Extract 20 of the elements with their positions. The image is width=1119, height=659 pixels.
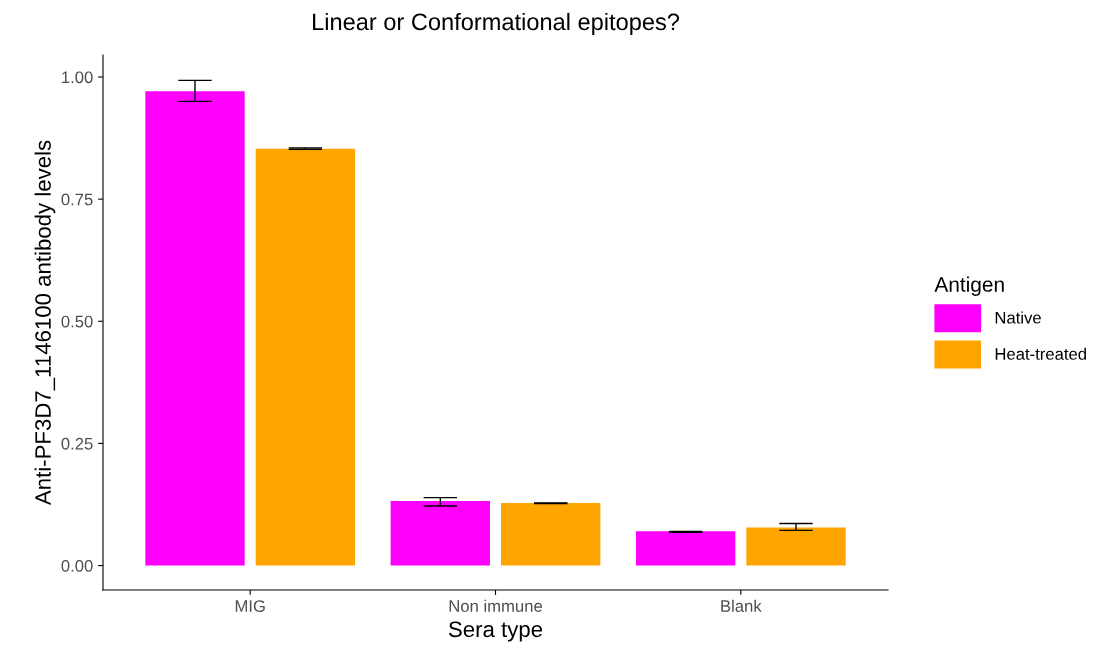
y-tick-label: 0.25	[61, 437, 93, 450]
legend-label: Heat-treated	[995, 347, 1086, 360]
bar	[390, 501, 490, 566]
y-tick-label: 0.75	[61, 193, 93, 206]
y-tick-label: 0.50	[61, 315, 93, 328]
bar	[255, 148, 356, 566]
bar	[746, 527, 846, 566]
bar	[635, 531, 736, 566]
x-axis-title: Sera type	[448, 621, 543, 642]
legend-title: Antigen	[934, 276, 1004, 296]
bar	[501, 503, 601, 566]
x-tick-label: Non immune	[449, 599, 542, 612]
bar	[145, 91, 245, 566]
legend-label: Native	[995, 311, 1041, 324]
y-axis-title: Anti-PF3D7_1146100 antibody levels	[34, 140, 56, 506]
x-tick-label: Blank	[721, 599, 762, 612]
y-tick-label: 0.00	[61, 559, 93, 572]
y-tick-label: 1.00	[62, 71, 93, 84]
chart-title: Linear or Conformational epitopes?	[313, 12, 680, 35]
x-tick-label: MIG	[235, 600, 265, 612]
